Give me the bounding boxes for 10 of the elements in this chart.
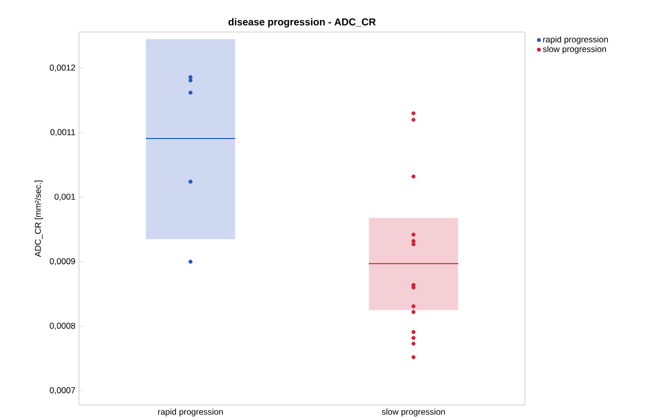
legend-label: slow progression (542, 46, 606, 54)
y-tick-label: 0,0008 (50, 322, 76, 330)
y-tick-label: 0,001 (54, 194, 76, 201)
chart-title: disease progression - ADC_CR (228, 18, 376, 28)
y-tick-label: 0,0011 (50, 129, 76, 136)
y-tick-label: 0,0012 (50, 64, 76, 72)
y-tick-label: 0,0007 (50, 387, 76, 394)
y-axis-title: ADC_CR [mm²/sec.] (34, 180, 43, 257)
legend-label: rapid progression (543, 36, 608, 44)
y-tick-label: 0,0009 (50, 258, 76, 266)
